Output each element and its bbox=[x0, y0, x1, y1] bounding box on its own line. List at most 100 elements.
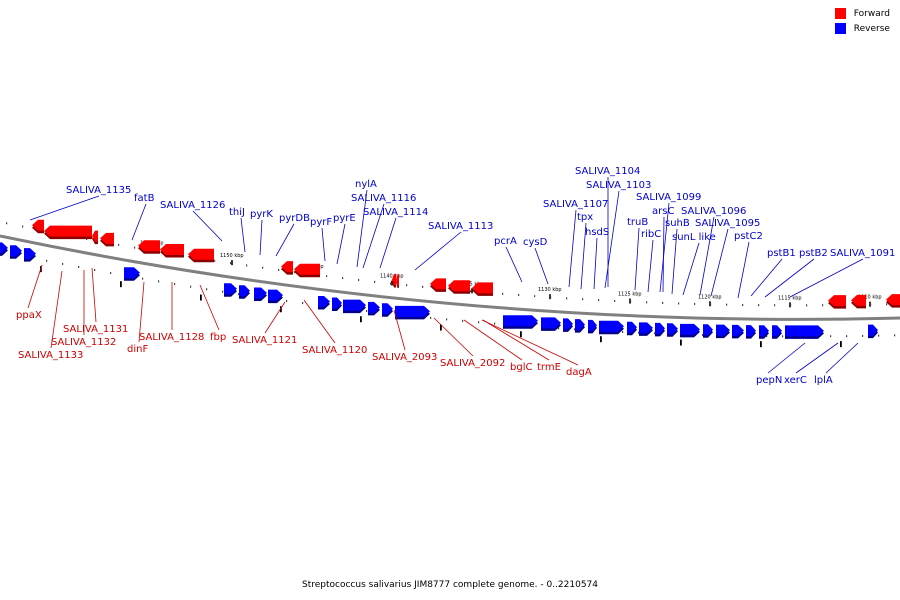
reverse-gene-arrow[interactable] bbox=[24, 248, 36, 260]
gene-label-pyrdb[interactable]: pyrDB bbox=[279, 213, 310, 224]
reverse-gene-arrow[interactable] bbox=[655, 322, 665, 334]
gene-label-saliva-1107[interactable]: SALIVA_1107 bbox=[543, 199, 608, 210]
gene-label-pcra[interactable]: pcrA bbox=[494, 236, 517, 247]
reverse-gene-arrow[interactable] bbox=[503, 315, 538, 327]
gene-label-saliva-2093[interactable]: SALIVA_2093 bbox=[372, 352, 437, 363]
gene-label-arsc[interactable]: arsC bbox=[652, 206, 674, 217]
gene-label-daga[interactable]: dagA bbox=[566, 367, 592, 378]
reverse-gene-arrow[interactable] bbox=[588, 319, 597, 331]
gene-label-suhb[interactable]: suhB bbox=[665, 218, 690, 229]
reverse-gene-arrow[interactable] bbox=[680, 323, 700, 335]
forward-gene-arrow[interactable] bbox=[281, 261, 293, 273]
forward-gene-arrow[interactable] bbox=[32, 219, 44, 231]
gene-label-pepn[interactable]: pepN bbox=[756, 375, 782, 386]
gene-label-saliva-1132[interactable]: SALIVA_1132 bbox=[51, 337, 116, 348]
reverse-gene-arrow[interactable] bbox=[746, 325, 756, 337]
gene-label-saliva-1126[interactable]: SALIVA_1126 bbox=[160, 200, 225, 211]
reverse-gene-arrow[interactable] bbox=[639, 322, 653, 334]
reverse-gene-arrow[interactable] bbox=[599, 320, 624, 332]
forward-gene-arrow[interactable] bbox=[44, 225, 92, 237]
reverse-gene-arrow[interactable] bbox=[10, 245, 22, 257]
forward-gene-arrow[interactable] bbox=[392, 273, 396, 285]
gene-label-ribc[interactable]: ribC bbox=[641, 229, 661, 240]
gene-label-saliva-1133[interactable]: SALIVA_1133 bbox=[18, 350, 83, 361]
reverse-gene-arrow[interactable] bbox=[772, 325, 782, 337]
gene-label-saliva-1096[interactable]: SALIVA_1096 bbox=[681, 206, 746, 217]
reverse-gene-arrow[interactable] bbox=[343, 299, 366, 311]
forward-gene-arrow[interactable] bbox=[851, 294, 866, 306]
gene-label-saliva-1121[interactable]: SALIVA_1121 bbox=[232, 335, 297, 346]
gene-label-fbp[interactable]: fbp bbox=[210, 332, 226, 343]
gene-label-saliva-1120[interactable]: SALIVA_1120 bbox=[302, 345, 367, 356]
gene-label-saliva-1099[interactable]: SALIVA_1099 bbox=[636, 192, 701, 203]
reverse-gene-arrow[interactable] bbox=[627, 321, 637, 333]
gene-label-saliva-1128[interactable]: SALIVA_1128 bbox=[139, 332, 204, 343]
reverse-gene-arrow[interactable] bbox=[382, 303, 393, 315]
gene-label-saliva-1095[interactable]: SALIVA_1095 bbox=[695, 218, 760, 229]
gene-label-lpla[interactable]: lplA bbox=[814, 375, 833, 386]
forward-gene-arrow[interactable] bbox=[188, 248, 214, 260]
reverse-gene-arrow[interactable] bbox=[575, 319, 585, 331]
reverse-gene-arrow[interactable] bbox=[785, 325, 824, 337]
gene-label-saliva-2092[interactable]: SALIVA_2092 bbox=[440, 358, 505, 369]
gene-label-pyre[interactable]: pyrE bbox=[333, 213, 356, 224]
reverse-gene-arrow[interactable] bbox=[563, 318, 573, 330]
gene-label-saliva-1113[interactable]: SALIVA_1113 bbox=[428, 221, 493, 232]
gene-label-thij[interactable]: thiJ bbox=[229, 207, 245, 218]
gene-label-pyrk[interactable]: pyrK bbox=[250, 209, 273, 220]
reverse-gene-arrow[interactable] bbox=[759, 325, 769, 337]
gene-label-saliva-1103[interactable]: SALIVA_1103 bbox=[586, 180, 651, 191]
gene-label-cysd[interactable]: cysD bbox=[523, 237, 548, 248]
forward-gene-arrow[interactable] bbox=[886, 294, 900, 306]
callout-leader-line bbox=[682, 242, 700, 296]
reverse-gene-arrow[interactable] bbox=[703, 324, 713, 336]
gene-label-pstb1[interactable]: pstB1 bbox=[767, 248, 796, 259]
gene-label-ppax[interactable]: ppaX bbox=[16, 310, 42, 321]
reverse-gene-arrow[interactable] bbox=[395, 305, 430, 317]
forward-gene-arrow[interactable] bbox=[448, 280, 470, 292]
gene-label-hsds[interactable]: hsdS bbox=[585, 227, 609, 238]
gene-label-trme[interactable]: trmE bbox=[537, 362, 561, 373]
forward-gene-arrow[interactable] bbox=[294, 263, 320, 275]
reverse-gene-arrow[interactable] bbox=[368, 301, 380, 313]
forward-gene-arrow[interactable] bbox=[430, 278, 446, 290]
gene-label-trub[interactable]: truB bbox=[627, 217, 648, 228]
reverse-gene-arrow[interactable] bbox=[268, 289, 283, 301]
gene-label-saliva-1104[interactable]: SALIVA_1104 bbox=[575, 166, 640, 177]
reverse-gene-arrow[interactable] bbox=[667, 323, 678, 335]
gene-label-saliva-1116[interactable]: SALIVA_1116 bbox=[351, 193, 416, 204]
reverse-gene-arrow[interactable] bbox=[541, 317, 561, 329]
gene-label-saliva-1091[interactable]: SALIVA_1091 bbox=[830, 248, 895, 259]
forward-gene-arrow[interactable] bbox=[92, 230, 98, 242]
forward-gene-arrow[interactable] bbox=[828, 295, 846, 307]
gene-label-dinf[interactable]: dinF bbox=[127, 344, 148, 355]
gene-label-saliva-1135[interactable]: SALIVA_1135 bbox=[66, 185, 131, 196]
reverse-gene-arrow[interactable] bbox=[332, 297, 342, 309]
reverse-gene-arrow[interactable] bbox=[0, 242, 8, 254]
forward-gene-arrow[interactable] bbox=[472, 282, 493, 294]
forward-gene-arrow[interactable] bbox=[396, 274, 399, 286]
gene-label-bglc[interactable]: bglC bbox=[510, 362, 532, 373]
reverse-gene-arrow[interactable] bbox=[868, 324, 878, 336]
forward-gene-arrow[interactable] bbox=[100, 232, 114, 244]
reverse-gene-arrow[interactable] bbox=[239, 285, 250, 297]
gene-label-tpx[interactable]: tpx bbox=[577, 212, 593, 223]
gene-label-pstb2[interactable]: pstB2 bbox=[799, 248, 828, 259]
reverse-gene-arrow[interactable] bbox=[254, 287, 267, 299]
gene-label-pstc2[interactable]: pstC2 bbox=[734, 231, 763, 242]
gene-label-xerc[interactable]: xerC bbox=[784, 375, 807, 386]
gene-label-fatb[interactable]: fatB bbox=[134, 193, 155, 204]
reverse-gene-arrow[interactable] bbox=[224, 283, 237, 295]
reverse-gene-arrow[interactable] bbox=[124, 267, 140, 279]
ruler-minor-tick bbox=[142, 277, 144, 280]
reverse-gene-arrow[interactable] bbox=[318, 295, 330, 307]
gene-label-pyrf[interactable]: pyrF bbox=[310, 217, 332, 228]
forward-gene-arrow[interactable] bbox=[138, 240, 160, 252]
gene-label-nyla[interactable]: nylA bbox=[355, 179, 377, 190]
forward-gene-arrow[interactable] bbox=[160, 244, 184, 256]
reverse-gene-arrow[interactable] bbox=[716, 324, 730, 336]
gene-label-saliva-1114[interactable]: SALIVA_1114 bbox=[363, 207, 428, 218]
gene-label-sunl-like[interactable]: sunL like bbox=[672, 232, 716, 243]
gene-label-saliva-1131[interactable]: SALIVA_1131 bbox=[63, 324, 128, 335]
reverse-gene-arrow[interactable] bbox=[732, 324, 744, 336]
